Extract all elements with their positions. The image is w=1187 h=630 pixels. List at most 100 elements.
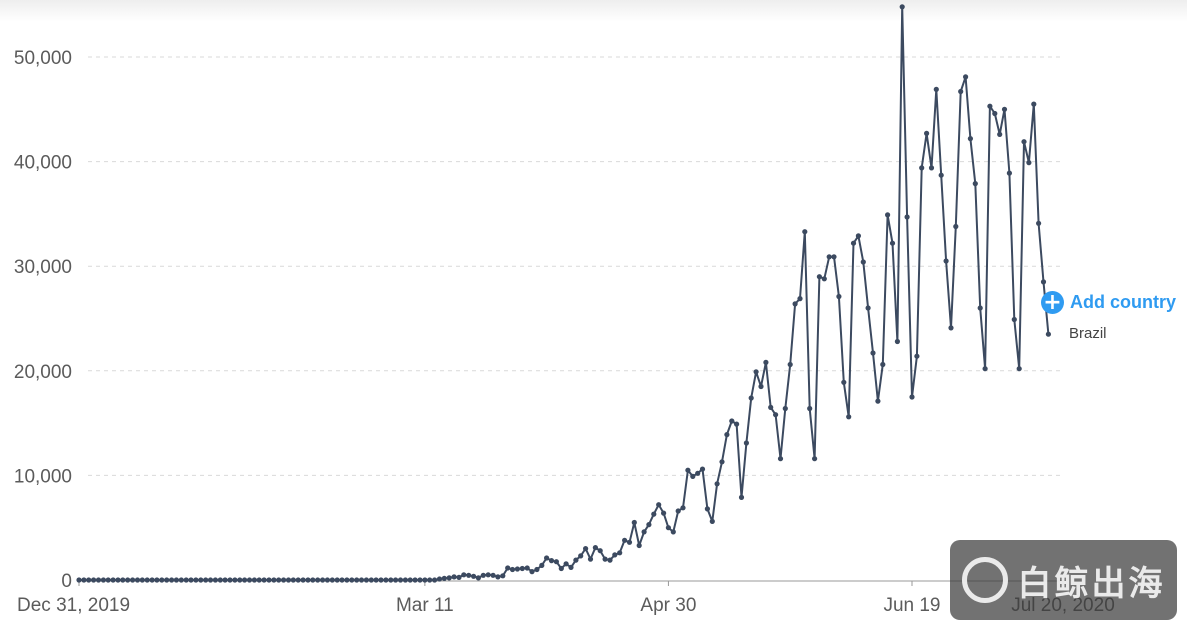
- data-point[interactable]: [237, 577, 243, 583]
- data-point[interactable]: [748, 395, 754, 401]
- data-point[interactable]: [656, 502, 662, 508]
- data-point[interactable]: [787, 361, 793, 368]
- data-point[interactable]: [466, 572, 472, 578]
- data-point[interactable]: [734, 421, 740, 427]
- data-point[interactable]: [422, 577, 428, 583]
- data-point[interactable]: [471, 573, 477, 579]
- data-point[interactable]: [509, 566, 516, 573]
- add-country-button[interactable]: + Add country: [1041, 291, 1176, 314]
- data-point[interactable]: [948, 325, 954, 331]
- data-point[interactable]: [110, 577, 116, 583]
- data-point[interactable]: [889, 240, 896, 246]
- data-point[interactable]: [821, 276, 827, 282]
- data-point[interactable]: [1036, 220, 1042, 226]
- data-point[interactable]: [534, 566, 540, 573]
- data-point[interactable]: [617, 550, 623, 556]
- data-point[interactable]: [1040, 279, 1047, 285]
- data-point[interactable]: [675, 508, 681, 514]
- data-point[interactable]: [480, 572, 486, 578]
- data-point[interactable]: [1026, 160, 1032, 166]
- data-point[interactable]: [607, 557, 613, 563]
- data-point[interactable]: [987, 103, 993, 109]
- data-point[interactable]: [602, 556, 608, 562]
- data-point[interactable]: [699, 466, 706, 472]
- data-point[interactable]: [281, 577, 287, 583]
- data-point[interactable]: [880, 361, 886, 368]
- data-point[interactable]: [203, 577, 209, 583]
- data-point[interactable]: [909, 394, 915, 400]
- data-point[interactable]: [285, 577, 292, 583]
- data-point[interactable]: [641, 529, 647, 535]
- data-point[interactable]: [432, 577, 438, 583]
- data-point[interactable]: [354, 577, 360, 583]
- data-point[interactable]: [967, 136, 974, 142]
- data-point[interactable]: [695, 470, 701, 476]
- data-point[interactable]: [729, 418, 735, 424]
- data-point[interactable]: [782, 405, 788, 412]
- data-point[interactable]: [164, 577, 170, 583]
- data-point[interactable]: [812, 456, 818, 462]
- data-point[interactable]: [743, 440, 750, 446]
- data-point[interactable]: [402, 577, 408, 583]
- data-point[interactable]: [334, 577, 340, 583]
- data-point[interactable]: [130, 577, 136, 583]
- data-point[interactable]: [626, 539, 633, 545]
- data-point[interactable]: [378, 577, 384, 583]
- data-point[interactable]: [568, 564, 574, 571]
- data-point[interactable]: [802, 229, 808, 235]
- data-point[interactable]: [831, 254, 837, 260]
- data-point[interactable]: [1045, 331, 1051, 337]
- data-point[interactable]: [339, 577, 345, 583]
- data-point[interactable]: [373, 577, 379, 583]
- data-point[interactable]: [612, 552, 618, 558]
- data-point[interactable]: [81, 577, 87, 583]
- data-point[interactable]: [646, 522, 652, 528]
- data-point[interactable]: [938, 172, 944, 178]
- data-point[interactable]: [227, 577, 233, 583]
- data-point[interactable]: [266, 577, 272, 583]
- data-point[interactable]: [685, 467, 691, 473]
- data-point[interactable]: [397, 577, 404, 583]
- data-point[interactable]: [846, 414, 852, 420]
- data-point[interactable]: [953, 223, 959, 230]
- data-point[interactable]: [763, 359, 769, 365]
- data-point[interactable]: [870, 350, 876, 356]
- data-point[interactable]: [597, 548, 603, 554]
- data-point[interactable]: [154, 577, 160, 583]
- data-point[interactable]: [217, 577, 223, 583]
- data-point[interactable]: [276, 577, 282, 583]
- data-point[interactable]: [558, 565, 564, 572]
- data-point[interactable]: [665, 525, 672, 531]
- data-point[interactable]: [855, 233, 862, 239]
- data-point[interactable]: [709, 518, 715, 525]
- data-point[interactable]: [885, 212, 891, 218]
- data-point[interactable]: [368, 577, 374, 583]
- data-point[interactable]: [977, 305, 983, 311]
- data-point[interactable]: [592, 545, 599, 551]
- data-point[interactable]: [441, 575, 447, 582]
- data-point[interactable]: [95, 577, 102, 583]
- data-point[interactable]: [563, 561, 569, 567]
- data-point[interactable]: [456, 574, 462, 581]
- data-point[interactable]: [704, 506, 711, 512]
- data-point[interactable]: [836, 293, 842, 300]
- data-point[interactable]: [724, 432, 730, 438]
- data-point[interactable]: [183, 577, 189, 583]
- data-point[interactable]: [850, 240, 857, 246]
- data-point[interactable]: [933, 86, 939, 92]
- data-point[interactable]: [519, 565, 525, 572]
- data-point[interactable]: [505, 565, 511, 571]
- data-point[interactable]: [407, 577, 413, 583]
- data-point[interactable]: [320, 577, 326, 583]
- data-point[interactable]: [904, 214, 910, 220]
- data-point[interactable]: [495, 574, 501, 580]
- data-point[interactable]: [1016, 366, 1022, 372]
- data-point[interactable]: [91, 577, 97, 583]
- data-point[interactable]: [383, 577, 389, 583]
- data-point[interactable]: [412, 577, 418, 583]
- data-point[interactable]: [997, 131, 1003, 137]
- data-point[interactable]: [436, 576, 443, 582]
- data-point[interactable]: [826, 254, 832, 260]
- data-point[interactable]: [290, 577, 296, 583]
- data-point[interactable]: [777, 456, 784, 462]
